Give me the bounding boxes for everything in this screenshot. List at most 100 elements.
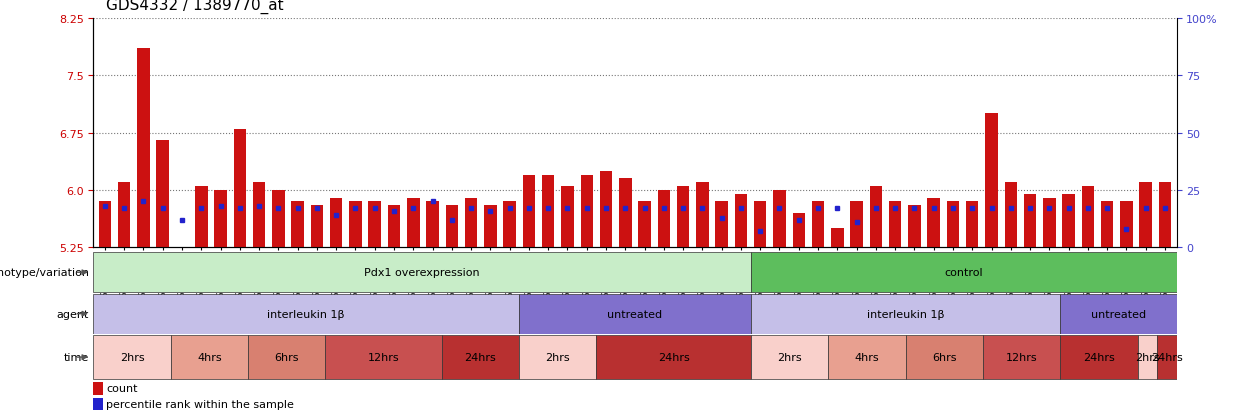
Bar [985, 114, 997, 248]
Text: 2hrs: 2hrs [777, 352, 802, 362]
Bar [157, 141, 169, 248]
Text: 12hrs: 12hrs [1006, 352, 1037, 362]
Bar [928, 198, 940, 248]
Bar [195, 187, 208, 248]
Bar [716, 202, 728, 248]
Text: time: time [63, 352, 90, 362]
Bar [1139, 183, 1152, 248]
Text: genotype/variation: genotype/variation [0, 268, 90, 278]
Bar [751, 335, 828, 379]
Bar [1120, 202, 1133, 248]
Text: 2hrs: 2hrs [1135, 352, 1160, 362]
Text: 24hrs: 24hrs [464, 352, 496, 362]
Bar [832, 229, 844, 248]
Text: 24hrs: 24hrs [657, 352, 690, 362]
Bar [93, 294, 519, 334]
Text: count: count [107, 384, 138, 394]
Text: 24hrs: 24hrs [1083, 352, 1116, 362]
Text: 24hrs: 24hrs [1150, 352, 1183, 362]
Bar [966, 202, 979, 248]
Bar [93, 253, 751, 292]
Bar [1062, 195, 1074, 248]
Bar [828, 335, 905, 379]
Bar [1061, 294, 1177, 334]
Bar [137, 49, 149, 248]
Text: interleukin 1β: interleukin 1β [268, 309, 345, 319]
Bar [234, 129, 247, 248]
Bar [869, 187, 883, 248]
Text: 12hrs: 12hrs [367, 352, 400, 362]
Bar [580, 175, 593, 248]
Text: interleukin 1β: interleukin 1β [867, 309, 945, 319]
Bar [850, 202, 863, 248]
Bar [407, 198, 420, 248]
Bar [503, 202, 515, 248]
Bar [561, 187, 574, 248]
Text: untreated: untreated [1091, 309, 1147, 319]
Bar [1138, 335, 1157, 379]
Bar [93, 335, 171, 379]
Bar [464, 198, 477, 248]
Bar [118, 183, 131, 248]
Bar [889, 202, 901, 248]
Bar [751, 294, 1061, 334]
Text: 6hrs: 6hrs [275, 352, 299, 362]
Bar [1061, 335, 1138, 379]
Bar [523, 175, 535, 248]
Bar [735, 195, 747, 248]
Bar [793, 214, 806, 248]
Bar [253, 183, 265, 248]
Text: percentile rank within the sample: percentile rank within the sample [107, 399, 294, 409]
Bar [1157, 335, 1177, 379]
Bar [906, 335, 984, 379]
Bar [214, 190, 227, 248]
Bar [350, 202, 362, 248]
Bar [946, 202, 959, 248]
Text: GDS4332 / 1389770_at: GDS4332 / 1389770_at [106, 0, 284, 14]
Bar [639, 202, 651, 248]
Text: Pdx1 overexpression: Pdx1 overexpression [365, 268, 481, 278]
Bar [657, 190, 670, 248]
Bar [291, 202, 304, 248]
Text: 4hrs: 4hrs [197, 352, 222, 362]
Bar [330, 198, 342, 248]
Bar [751, 253, 1177, 292]
Bar [442, 335, 519, 379]
Bar [369, 202, 381, 248]
Bar [311, 206, 324, 248]
Bar [248, 335, 325, 379]
Bar [519, 294, 751, 334]
Bar [98, 202, 111, 248]
Text: untreated: untreated [608, 309, 662, 319]
Bar [542, 175, 554, 248]
Text: 2hrs: 2hrs [545, 352, 570, 362]
Bar [600, 171, 613, 248]
Bar [596, 335, 751, 379]
Bar [1159, 183, 1172, 248]
Bar [519, 335, 596, 379]
Text: 4hrs: 4hrs [855, 352, 879, 362]
Bar [1005, 183, 1017, 248]
Text: 2hrs: 2hrs [120, 352, 144, 362]
Bar [812, 202, 824, 248]
Bar [426, 202, 438, 248]
Bar [273, 190, 285, 248]
Bar [754, 202, 767, 248]
Text: agent: agent [57, 309, 90, 319]
Bar [325, 335, 442, 379]
Bar [171, 335, 248, 379]
Bar [93, 398, 102, 411]
Bar [773, 190, 786, 248]
Text: 6hrs: 6hrs [933, 352, 956, 362]
Bar [1082, 187, 1094, 248]
Bar [696, 183, 708, 248]
Bar [677, 187, 690, 248]
Bar [387, 206, 401, 248]
Bar [1043, 198, 1056, 248]
Bar [984, 335, 1061, 379]
Bar [1101, 202, 1113, 248]
Bar [446, 206, 458, 248]
Bar [1023, 195, 1036, 248]
Text: control: control [945, 268, 984, 278]
Bar [484, 206, 497, 248]
